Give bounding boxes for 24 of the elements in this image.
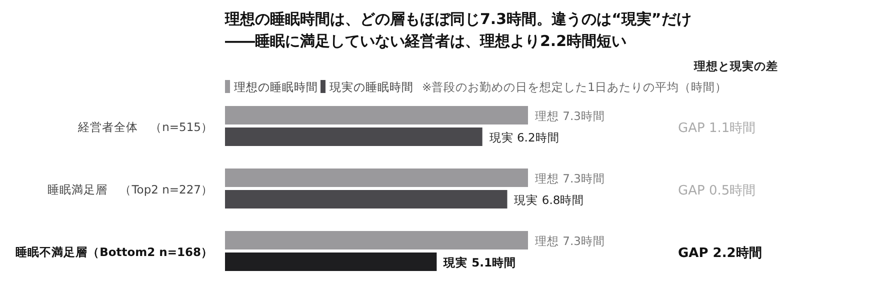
text: 理想と現実の差	[693, 59, 778, 73]
text: GAP 0.5時間	[678, 184, 756, 198]
bar	[225, 128, 482, 146]
y-tick-label: 経営者全体 （n=515）	[77, 120, 213, 134]
bar	[225, 190, 508, 208]
bar	[225, 168, 528, 187]
chart-subtitle: ――睡眠に満足していない経営者は、理想より2.2時間短い	[225, 32, 627, 50]
bar	[225, 231, 528, 250]
y-tick-label: 睡眠満足層 （Top2 n=227）	[48, 182, 213, 196]
bar	[225, 106, 528, 124]
bar	[225, 252, 437, 271]
y-tick-label: 睡眠不満足層（Bottom2 n=168）	[16, 245, 213, 259]
text: GAP 1.1時間	[678, 121, 756, 136]
data-label: 現実 5.1時間	[442, 256, 516, 270]
data-label: 現実 6.8時間	[514, 193, 584, 207]
legend-label: 現実の睡眠時間	[330, 80, 414, 94]
data-label: 理想 7.3時間	[535, 234, 605, 248]
text: GAP 2.2時間	[678, 246, 762, 261]
chart-title: 理想の睡眠時間は、どの層もほぼ同じ7.3時間。違うのは“現実”だけ	[224, 10, 692, 28]
data-label: 理想 7.3時間	[535, 172, 605, 186]
text: ※普段のお勤めの日を想定した1日あたりの平均（時間）	[422, 80, 727, 94]
data-label: 現実 6.2時間	[489, 130, 560, 144]
legend-label: 理想の睡眠時間	[234, 80, 318, 94]
data-label: 理想 7.3時間	[535, 109, 605, 123]
